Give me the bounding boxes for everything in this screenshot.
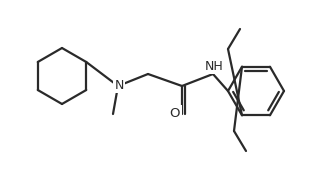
Text: O: O: [170, 107, 180, 119]
Text: NH: NH: [204, 60, 223, 73]
Text: N: N: [114, 78, 124, 92]
